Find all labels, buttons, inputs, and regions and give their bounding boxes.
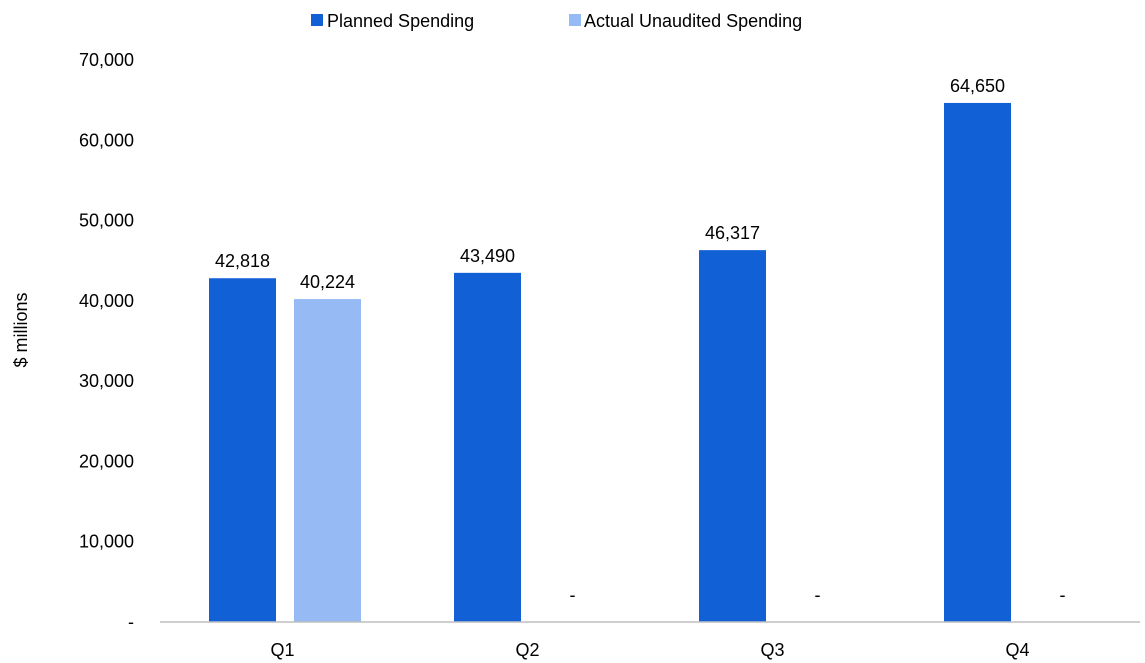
legend-label: Planned Spending <box>327 11 474 31</box>
bar <box>699 250 766 622</box>
y-tick-label: 20,000 <box>79 451 134 471</box>
x-axis-ticks: Q1 Q2 Q3 Q4 <box>270 640 1029 660</box>
legend-label: Actual Unaudited Spending <box>584 11 802 31</box>
x-tick-label: Q4 <box>1005 640 1029 660</box>
bar <box>209 278 276 622</box>
bar <box>454 272 521 622</box>
data-label: 42,818 <box>215 251 270 271</box>
y-tick-label: 70,000 <box>79 50 134 70</box>
bar <box>294 299 361 622</box>
y-axis-title: $ millions <box>11 292 31 367</box>
y-tick-label: 30,000 <box>79 371 134 391</box>
y-tick-label: - <box>128 612 134 632</box>
data-label: 46,317 <box>705 223 760 243</box>
y-tick-label: 40,000 <box>79 291 134 311</box>
y-tick-label: 50,000 <box>79 211 134 231</box>
data-labels: 42,818 43,490 46,317 64,650 40,224 - - - <box>215 76 1066 605</box>
legend-swatch <box>569 14 581 26</box>
bar <box>944 102 1011 622</box>
data-label: - <box>570 585 576 605</box>
y-tick-label: 60,000 <box>79 130 134 150</box>
y-tick-label: 10,000 <box>79 532 134 552</box>
legend: Planned Spending Actual Unaudited Spendin… <box>311 11 802 31</box>
x-tick-label: Q2 <box>515 640 539 660</box>
x-tick-label: Q1 <box>270 640 294 660</box>
data-label: - <box>815 585 821 605</box>
data-label: 43,490 <box>460 246 515 266</box>
data-label: - <box>1060 585 1066 605</box>
bars <box>209 102 1011 622</box>
x-tick-label: Q3 <box>760 640 784 660</box>
data-label: 64,650 <box>950 76 1005 96</box>
y-axis-ticks: - 10,000 20,000 30,000 40,000 50,000 60,000 70,… <box>79 50 134 632</box>
legend-swatch <box>311 14 323 26</box>
data-label: 40,224 <box>300 272 355 292</box>
